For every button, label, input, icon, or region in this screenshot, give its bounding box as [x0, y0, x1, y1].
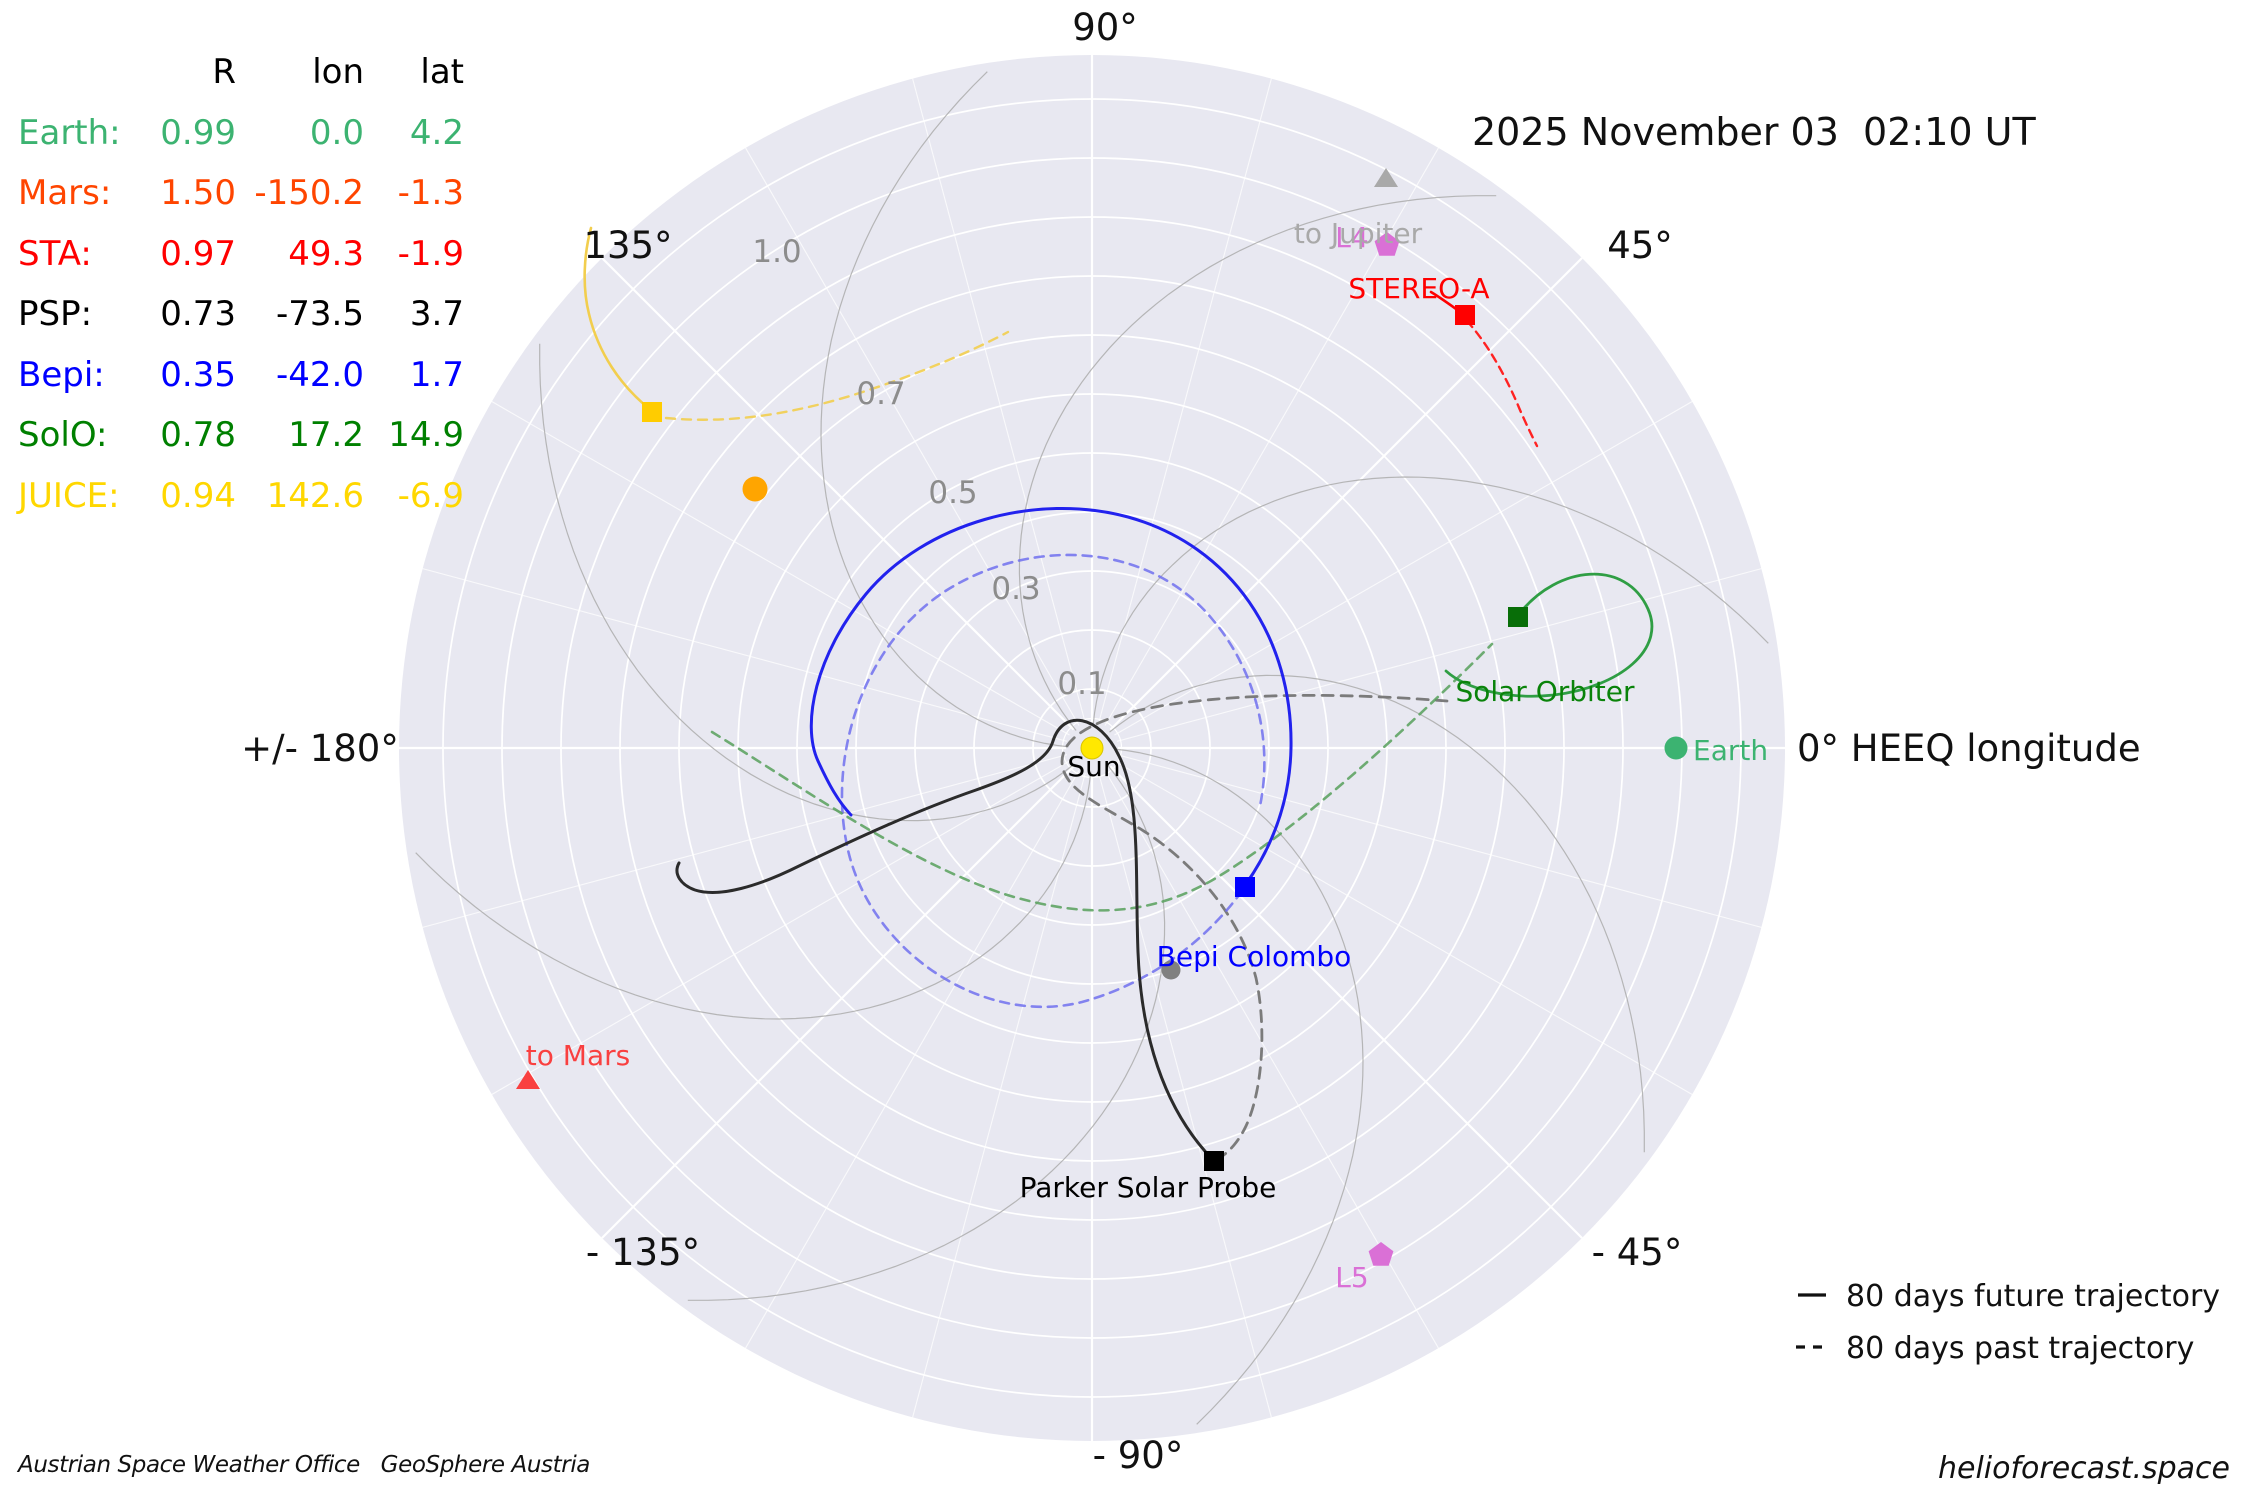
table-row-sta-name: STA: [18, 233, 92, 274]
column-header-lon: lon [312, 52, 364, 92]
radial-label-0-1: 0.1 [1057, 666, 1106, 702]
psp-label: Parker Solar Probe [1020, 1171, 1277, 1204]
table-corner [18, 42, 158, 103]
column-header-lat: lat [420, 52, 464, 92]
juice-marker [642, 402, 662, 422]
to-mars-triangle-icon [516, 1070, 540, 1089]
angle-label-m45: - 45° [1592, 1231, 1683, 1274]
juice-lat: -6.9 [397, 475, 464, 516]
legend-future-label: 80 days future trajectory [1846, 1279, 2220, 1314]
l4-label: L4 [1335, 221, 1368, 254]
juice-future-trajectory [583, 226, 654, 413]
stereo-a-past-trajectory [1465, 319, 1539, 448]
solar-orbiter-marker [1508, 607, 1528, 627]
future-trajectories [583, 226, 1654, 1163]
table-row-mars-name: Mars: [18, 173, 112, 213]
table-row-juice-name: JUICE: [18, 475, 120, 516]
bepi-label: Bepi Colombo [1157, 940, 1352, 973]
bepi-past-trajectory [840, 553, 1266, 1009]
column-header-r: R [212, 52, 236, 92]
mars-r: 1.50 [160, 173, 236, 213]
psp-future-trajectory [675, 718, 1216, 1163]
solo-lat: 14.9 [388, 415, 464, 455]
sta-r: 0.97 [160, 233, 236, 274]
bepi-future-trajectory [809, 506, 1293, 886]
radial-label-0-3: 0.3 [991, 571, 1040, 607]
to-mars-label: to Mars [526, 1039, 630, 1072]
l5-label: L5 [1335, 1261, 1368, 1294]
mercury-marker [1161, 960, 1181, 980]
table-row-psp-name: PSP: [18, 294, 93, 334]
angle-label-m135: - 135° [586, 1231, 700, 1274]
radial-label-1-0: 1.0 [752, 234, 801, 270]
trajectory-legend: 80 days future trajectory 80 days past t… [1796, 1279, 2220, 1366]
solo-past-trajectory [710, 642, 1494, 912]
bepi-lon: -42.0 [276, 354, 364, 395]
angle-label-180: +/- 180° [241, 727, 399, 770]
psp-marker [1204, 1151, 1224, 1171]
radial-label-0-7: 0.7 [856, 376, 905, 412]
sun-label: Sun [1067, 750, 1120, 783]
ephemeris-table: R lon lat Earth: 0.99 0.0 4.2 Mars: 1.50… [18, 42, 464, 526]
solo-future-trajectory [1444, 572, 1654, 698]
angle-label-45: 45° [1607, 224, 1673, 267]
bepi-marker [1235, 877, 1255, 897]
to-jupiter-label: to Jupiter [1294, 217, 1423, 250]
datetime-title: 2025 November 03 02:10 UT [1472, 110, 2036, 154]
solo-r: 0.78 [160, 415, 236, 455]
footer-website: helioforecast.space [1937, 1451, 2230, 1486]
l4-pentagon-icon [1374, 232, 1400, 256]
earth-label: Earth [1693, 734, 1768, 767]
body-labels: L4 to Jupiter STEREO-A Solar Orbiter Ear… [526, 217, 1768, 1294]
angle-label-90: 90° [1072, 6, 1138, 49]
radial-labels: 1.0 0.7 0.5 0.3 0.1 [752, 234, 1106, 702]
table-row-earth-name: Earth: [18, 112, 121, 153]
psp-r: 0.73 [160, 294, 236, 334]
solo-lon: 17.2 [288, 415, 364, 455]
sun-marker [1080, 736, 1104, 760]
psp-lon: -73.5 [276, 294, 364, 334]
footer-credit: Austrian Space Weather Office GeoSphere … [18, 1452, 590, 1478]
venus-marker [742, 476, 768, 502]
angle-label-0-heeq: 0° HEEQ longitude [1797, 727, 2141, 770]
earth-lon: 0.0 [309, 112, 364, 153]
bepi-lat: 1.7 [409, 354, 464, 395]
polar-grid [399, 55, 1785, 1441]
past-trajectories [664, 319, 1539, 1162]
mars-lon: -150.2 [254, 173, 364, 213]
solar-orbiter-label: Solar Orbiter [1455, 675, 1635, 708]
stereo-a-marker [1455, 305, 1475, 325]
body-markers [516, 168, 1688, 1266]
juice-lon: 142.6 [266, 475, 364, 516]
l5-pentagon-icon [1368, 1242, 1394, 1266]
bepi-r: 0.35 [160, 354, 236, 395]
juice-r: 0.94 [160, 475, 236, 516]
sta-lon: 49.3 [288, 233, 364, 274]
table-row-bepi-name: Bepi: [18, 354, 105, 395]
earth-marker [1664, 736, 1688, 760]
mars-lat: -1.3 [397, 173, 464, 213]
to-jupiter-triangle-icon [1374, 168, 1398, 187]
angle-labels: 90° 45° 135° +/- 180° 0° HEEQ longitude … [241, 6, 2140, 1477]
juice-past-trajectory [664, 330, 1010, 421]
earth-r: 0.99 [160, 112, 236, 153]
psp-past-trajectory [1060, 693, 1449, 1162]
angle-label-135: 135° [583, 224, 672, 267]
sta-lat: -1.9 [397, 233, 464, 274]
psp-lat: 3.7 [409, 294, 464, 334]
legend-past-label: 80 days past trajectory [1846, 1331, 2194, 1366]
table-row-solo-name: SolO: [18, 415, 108, 455]
earth-lat: 4.2 [409, 112, 464, 153]
radial-label-0-5: 0.5 [928, 475, 977, 511]
angle-label-m90: - 90° [1093, 1434, 1184, 1477]
stereo-a-label: STEREO-A [1348, 272, 1489, 305]
